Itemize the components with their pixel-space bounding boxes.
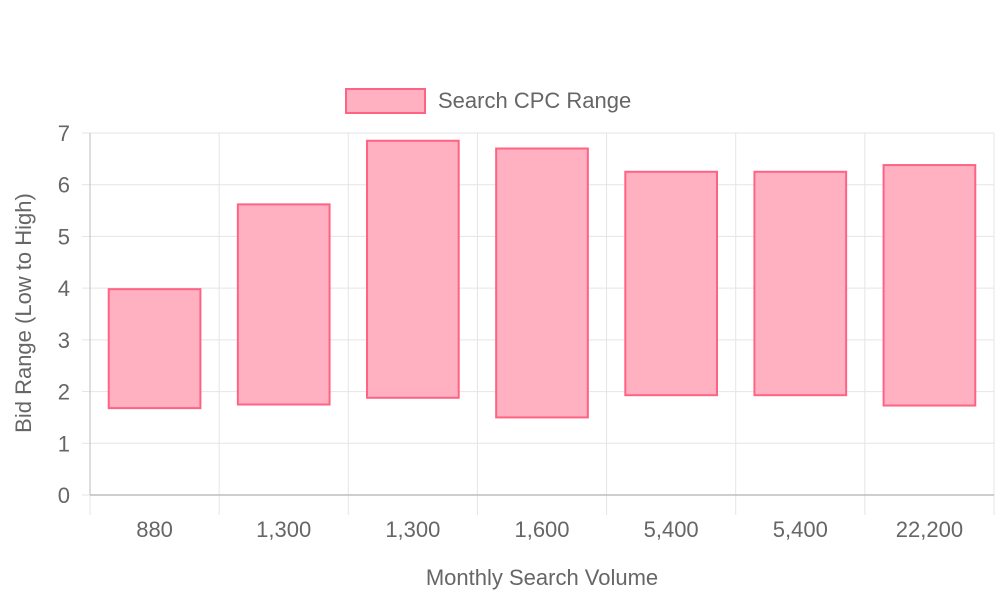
legend-label[interactable]: Search CPC Range (438, 88, 631, 113)
y-tick-label: 7 (58, 121, 70, 146)
y-axis-title: Bid Range (Low to High) (11, 193, 36, 433)
x-tick-label: 5,400 (773, 517, 828, 542)
y-tick-label: 5 (58, 224, 70, 249)
ticks-layer: 0 1 2 3 4 5 6 7 880 1,300 1,300 1,600 5,400 5,400 22,2… (58, 121, 963, 542)
bar-4[interactable] (624, 170, 718, 397)
y-tick-label: 4 (58, 276, 70, 301)
x-axis-title: Monthly Search Volume (426, 565, 658, 590)
legend[interactable]: Search CPC Range (345, 88, 631, 114)
y-tick-label: 6 (58, 173, 70, 198)
bars-layer (107, 139, 977, 419)
bar-5[interactable] (753, 170, 848, 397)
y-tick-label: 1 (58, 431, 70, 456)
bar-6[interactable] (882, 164, 977, 407)
x-tick-label: 1,600 (514, 517, 569, 542)
y-tick-label: 2 (58, 380, 70, 405)
x-tick-label: 1,300 (385, 517, 440, 542)
x-tick-label: 5,400 (644, 517, 699, 542)
x-tick-label: 880 (136, 517, 173, 542)
bar-1[interactable] (236, 203, 331, 406)
x-tick-label: 1,300 (256, 517, 311, 542)
y-tick-label: 3 (58, 328, 70, 353)
bar-2[interactable] (366, 139, 460, 399)
y-tick-label: 0 (58, 483, 70, 508)
axes-layer (82, 132, 995, 515)
bar-0[interactable] (107, 288, 202, 410)
x-tick-label: 22,200 (896, 517, 963, 542)
legend-swatch[interactable] (345, 88, 426, 114)
bar-3[interactable] (495, 147, 589, 419)
